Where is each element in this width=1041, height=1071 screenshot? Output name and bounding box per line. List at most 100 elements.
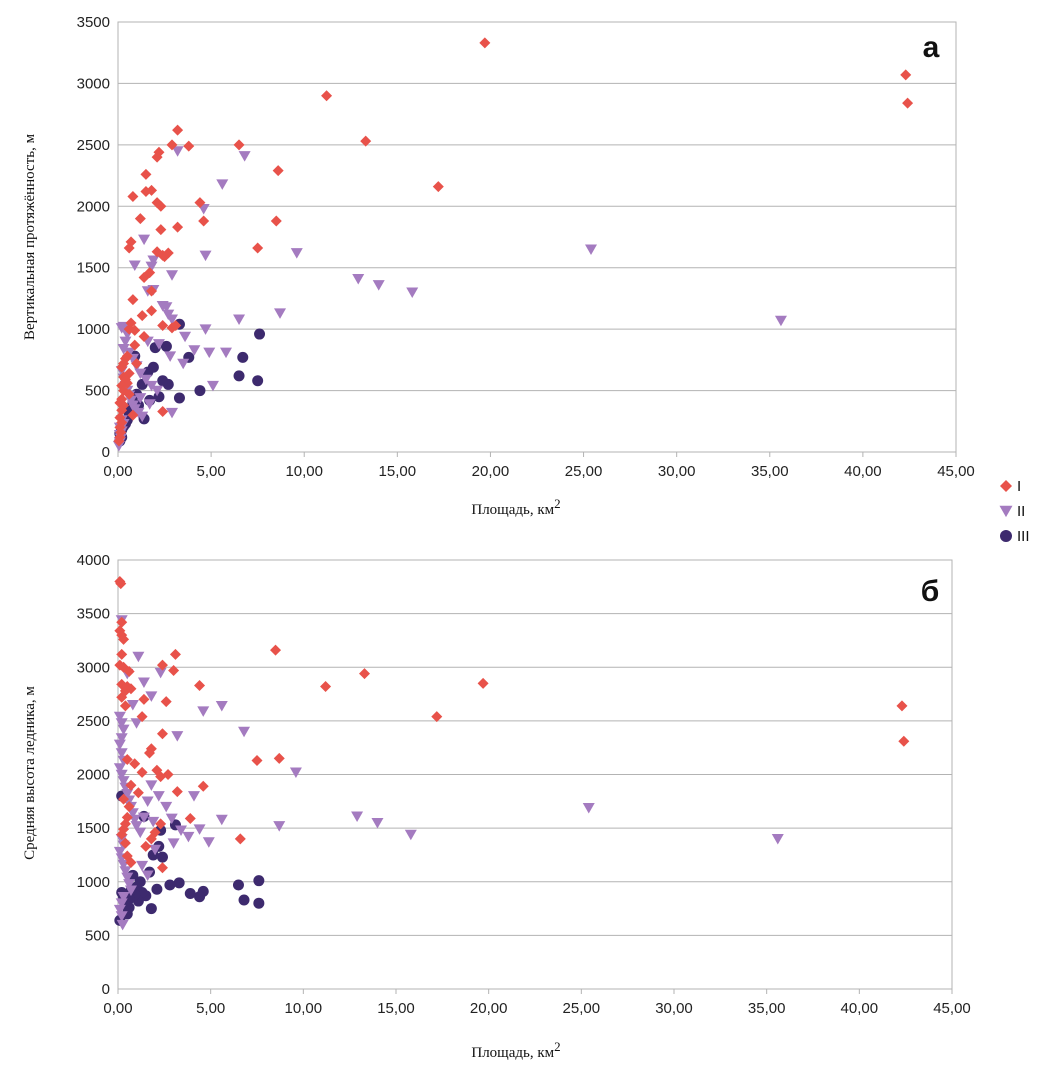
point-a-III-8	[173, 392, 185, 404]
point-b-II-11	[273, 821, 286, 832]
point-a-I-67	[157, 405, 169, 417]
x-tick-label-b-9: 45,00	[933, 1000, 971, 1017]
point-b-I-28	[136, 711, 148, 723]
y-ticks-a: 0 500 1000 1500 2000 2500 3000 3500	[77, 14, 110, 461]
y-tick-label-b-5: 2500	[77, 713, 110, 730]
point-a-III-0	[254, 328, 266, 340]
y-tick-label-b-6: 3000	[77, 659, 110, 676]
legend-label-II: II	[1017, 503, 1025, 520]
point-b-III-10	[156, 851, 168, 863]
point-a-II-31	[119, 336, 132, 348]
point-b-II-45	[215, 814, 228, 826]
point-b-II-40	[165, 813, 178, 825]
x-tick-label-a-2: 10,00	[285, 463, 323, 480]
point-a-II-8	[352, 273, 365, 285]
y-tick-label-b-0: 0	[102, 981, 110, 998]
point-b-I-53	[125, 779, 137, 791]
point-a-II-63	[164, 351, 177, 362]
point-b-II-44	[202, 837, 215, 848]
point-a-I-19	[155, 200, 167, 212]
point-a-I-36	[136, 310, 148, 322]
point-b-II-35	[137, 812, 150, 824]
point-b-I-2	[116, 616, 128, 628]
point-b-I-20	[270, 644, 282, 656]
point-a-III-3	[252, 375, 264, 387]
y-tick-label-b-1: 500	[85, 927, 110, 944]
point-a-I-6	[172, 124, 184, 136]
point-a-I-24	[252, 242, 264, 254]
panel-letter-b: б	[921, 575, 940, 608]
point-b-I-9	[123, 666, 135, 678]
x-tick-label-b-7: 35,00	[748, 1000, 786, 1017]
point-b-I-37	[129, 758, 141, 770]
point-b-I-1	[115, 578, 127, 590]
y-tick-label-a-6: 3000	[77, 75, 110, 92]
point-a-II-14	[128, 260, 141, 271]
point-b-I-16	[138, 693, 150, 705]
legend-marker-II	[999, 505, 1013, 518]
point-a-I-26	[123, 242, 135, 254]
x-ticks-b: 0,00 5,00 10,00 15,00 20,00 25,00 30,00 35,00 40…	[103, 989, 971, 1017]
point-b-III-0	[253, 875, 265, 887]
point-b-II-21	[113, 739, 126, 751]
y-tick-label-a-4: 2000	[77, 198, 110, 215]
point-a-I-13	[140, 168, 152, 180]
point-b-II-54	[121, 872, 134, 884]
point-b-III-33	[123, 901, 135, 913]
point-b-II-57	[117, 891, 130, 903]
point-b-II-67	[141, 870, 154, 882]
point-b-III-2	[238, 894, 250, 906]
point-a-II-62	[152, 339, 165, 350]
point-b-III-5	[194, 891, 206, 903]
point-b-II-65	[149, 844, 162, 856]
point-a-II-9	[372, 280, 385, 291]
x-axis-label-a: Площадь, км2	[471, 496, 560, 518]
point-b-II-20	[115, 733, 128, 744]
point-a-I-4	[360, 135, 372, 147]
y-axis-label-a: Вертикальная протяжённость, м	[22, 133, 38, 340]
point-b-II-9	[238, 726, 251, 738]
point-a-I-5	[432, 181, 444, 193]
point-a-II-1	[238, 151, 251, 162]
point-a-I-49	[123, 367, 135, 379]
point-b-I-14	[119, 700, 131, 712]
x-tick-label-a-6: 30,00	[658, 463, 696, 480]
point-b-I-30	[156, 728, 168, 740]
x-axis-label-a-text: Площадь, км	[471, 502, 554, 518]
point-a-I-35	[127, 294, 139, 306]
point-b-I-6	[116, 648, 128, 660]
point-a-II-64	[177, 358, 190, 370]
point-a-II-23	[166, 314, 179, 326]
point-a-II-39	[151, 385, 164, 397]
point-b-II-16	[771, 834, 784, 845]
point-b-II-50	[113, 846, 126, 858]
point-b-III-6	[184, 888, 196, 900]
y-tick-label-b-8: 4000	[77, 552, 110, 569]
point-a-II-13	[233, 314, 246, 326]
point-a-III-1	[237, 351, 249, 363]
point-b-I-51	[123, 801, 135, 813]
point-b-II-5	[154, 667, 167, 679]
y-ticks-b: 0 500 1000 1500 2000 2500 3000 3500 4000	[77, 552, 110, 998]
x-tick-label-a-7: 35,00	[751, 463, 789, 480]
point-a-I-1	[900, 69, 912, 81]
x-axis-label-b-sup: 2	[554, 1039, 561, 1054]
point-b-I-15	[125, 683, 137, 695]
panel-letter-a: а	[923, 31, 940, 64]
x-axis-label-b-text: Площадь, км	[471, 1045, 554, 1061]
point-a-I-48	[116, 361, 128, 373]
point-b-III-14	[151, 883, 163, 895]
chart-panel-a: 0 500 1000 1500 2000 2500 3000 3500 0,00 5,00 10,…	[22, 14, 975, 518]
point-a-III-2	[233, 370, 245, 382]
point-b-I-36	[136, 766, 148, 778]
points-a	[112, 37, 914, 452]
point-b-II-62	[130, 718, 143, 729]
x-tick-label-b-0: 0,00	[103, 1000, 132, 1017]
point-b-II-37	[145, 780, 158, 791]
point-a-II-66	[143, 399, 156, 410]
x-axis-label-a-sup: 2	[554, 496, 561, 511]
legend-item-III: III	[1000, 528, 1030, 545]
point-a-I-9	[233, 139, 245, 151]
point-a-I-66	[113, 435, 125, 447]
